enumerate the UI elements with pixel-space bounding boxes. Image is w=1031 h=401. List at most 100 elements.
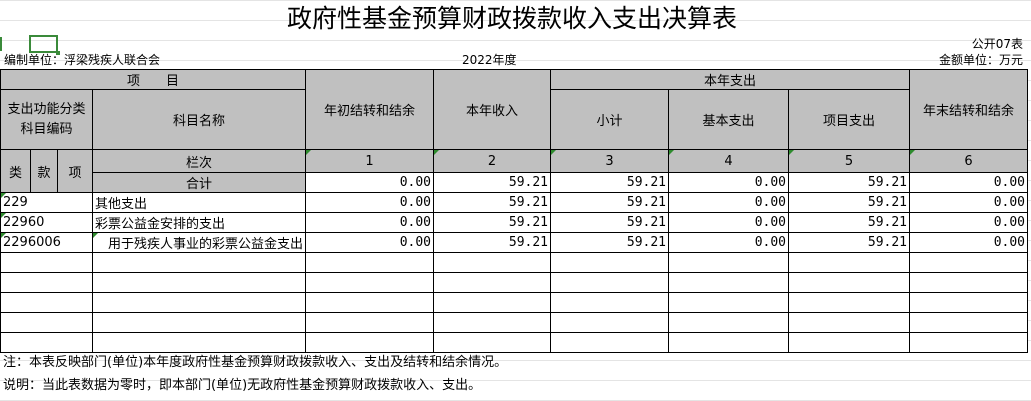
table-row: 2296006 用于残疾人事业的彩票公益金支出 0.00 59.21 59.21 0.0…: [0, 232, 1029, 253]
header-income: 本年收入: [433, 69, 552, 150]
empty-cell[interactable]: [91, 252, 307, 273]
empty-cell[interactable]: [550, 252, 670, 273]
empty-cell[interactable]: [550, 292, 670, 313]
empty-cell[interactable]: [433, 272, 552, 293]
total-value[interactable]: 0.00: [305, 172, 435, 193]
empty-cell[interactable]: [909, 272, 1029, 293]
empty-cell[interactable]: [788, 272, 911, 293]
header-expense: 本年支出: [550, 69, 911, 90]
report-title: 政府性基金预算财政拨款收入支出决算表: [286, 4, 737, 33]
code-cell[interactable]: 229: [0, 192, 93, 213]
empty-cell[interactable]: [433, 252, 552, 273]
empty-cell[interactable]: [0, 312, 93, 333]
table-row: 229 其他支出 0.00 59.21 59.21 0.00 59.21 0.00: [0, 192, 1029, 213]
empty-cell[interactable]: [433, 332, 552, 353]
empty-row: [0, 272, 1029, 293]
header-basic: 基本支出: [668, 89, 790, 150]
empty-row: [0, 332, 1029, 353]
header-kuan: 款: [30, 149, 58, 193]
header-project: 项目支出: [788, 89, 911, 150]
empty-cell[interactable]: [305, 292, 435, 313]
empty-cell[interactable]: [433, 292, 552, 313]
empty-cell[interactable]: [668, 332, 790, 353]
empty-cell[interactable]: [433, 312, 552, 333]
empty-cell[interactable]: [668, 312, 790, 333]
col-no-3: 3: [550, 149, 670, 173]
empty-cell[interactable]: [305, 252, 435, 273]
code-cell[interactable]: 2296006: [0, 232, 93, 253]
name-cell[interactable]: 彩票公益金安排的支出: [91, 212, 307, 233]
empty-cell[interactable]: [909, 292, 1029, 313]
value-cell[interactable]: 0.00: [668, 212, 790, 233]
selected-cell[interactable]: [29, 35, 60, 55]
value-cell[interactable]: 59.21: [550, 232, 670, 253]
empty-cell[interactable]: [668, 272, 790, 293]
empty-cell[interactable]: [0, 272, 93, 293]
total-value[interactable]: 0.00: [668, 172, 790, 193]
header-name: 科目名称: [91, 89, 307, 150]
col-no-6: 6: [909, 149, 1029, 173]
empty-row: [0, 312, 1029, 333]
empty-cell[interactable]: [91, 272, 307, 293]
table-number: 公开07表: [971, 37, 1023, 51]
empty-cell[interactable]: [305, 272, 435, 293]
col-no-1: 1: [305, 149, 435, 173]
total-value[interactable]: 59.21: [550, 172, 670, 193]
empty-cell[interactable]: [550, 312, 670, 333]
value-cell[interactable]: 59.21: [788, 192, 911, 213]
empty-cell[interactable]: [550, 272, 670, 293]
empty-cell[interactable]: [550, 332, 670, 353]
table-row: 22960 彩票公益金安排的支出 0.00 59.21 59.21 0.00 59.21 0.…: [0, 212, 1029, 233]
empty-cell[interactable]: [0, 332, 93, 353]
value-cell[interactable]: 0.00: [909, 192, 1029, 213]
empty-cell[interactable]: [668, 252, 790, 273]
empty-cell[interactable]: [305, 312, 435, 333]
value-cell[interactable]: 0.00: [909, 232, 1029, 253]
empty-cell[interactable]: [91, 292, 307, 313]
header-subtotal: 小计: [550, 89, 670, 150]
value-cell[interactable]: 59.21: [433, 192, 552, 213]
empty-cell[interactable]: [788, 312, 911, 333]
empty-cell[interactable]: [91, 312, 307, 333]
empty-cell[interactable]: [788, 332, 911, 353]
empty-cell[interactable]: [91, 332, 307, 353]
note-2: 说明：当此表数据为零时，即本部门(单位)无政府性基金预算财政拨款收入、支出。: [3, 378, 482, 393]
code-cell[interactable]: 22960: [0, 212, 93, 233]
empty-cell[interactable]: [909, 252, 1029, 273]
name-cell[interactable]: 其他支出: [91, 192, 307, 213]
header-code: 支出功能分类科目编码: [0, 89, 93, 150]
name-cell[interactable]: 用于残疾人事业的彩票公益金支出: [91, 232, 307, 253]
value-cell[interactable]: 0.00: [305, 192, 435, 213]
value-cell[interactable]: 0.00: [305, 232, 435, 253]
value-cell[interactable]: 59.21: [433, 232, 552, 253]
value-cell[interactable]: 0.00: [668, 232, 790, 253]
total-value[interactable]: 59.21: [788, 172, 911, 193]
value-cell[interactable]: 59.21: [550, 212, 670, 233]
budget-table: 项 目 年初结转和结余 本年收入 本年支出 年末结转和结余 支出功能分类科目编码…: [0, 69, 1029, 353]
value-cell[interactable]: 0.00: [668, 192, 790, 213]
value-cell[interactable]: 59.21: [788, 232, 911, 253]
empty-row: [0, 252, 1029, 273]
col-no-2: 2: [433, 149, 552, 173]
col-no-5: 5: [788, 149, 911, 173]
empty-cell[interactable]: [305, 332, 435, 353]
value-cell[interactable]: 0.00: [909, 212, 1029, 233]
empty-cell[interactable]: [0, 292, 93, 313]
total-value[interactable]: 0.00: [909, 172, 1029, 193]
empty-cell[interactable]: [909, 332, 1029, 353]
value-cell[interactable]: 59.21: [788, 212, 911, 233]
header-begin-balance: 年初结转和结余: [305, 69, 435, 150]
compiling-unit: 编制单位：浮梁残疾人联合会: [4, 53, 161, 67]
empty-row: [0, 292, 1029, 313]
header-lei: 类: [0, 149, 31, 193]
empty-cell[interactable]: [668, 292, 790, 313]
total-label: 合计: [91, 172, 307, 193]
empty-cell[interactable]: [788, 292, 911, 313]
total-value[interactable]: 59.21: [433, 172, 552, 193]
value-cell[interactable]: 59.21: [433, 212, 552, 233]
empty-cell[interactable]: [788, 252, 911, 273]
value-cell[interactable]: 0.00: [305, 212, 435, 233]
empty-cell[interactable]: [0, 252, 93, 273]
empty-cell[interactable]: [909, 312, 1029, 333]
value-cell[interactable]: 59.21: [550, 192, 670, 213]
